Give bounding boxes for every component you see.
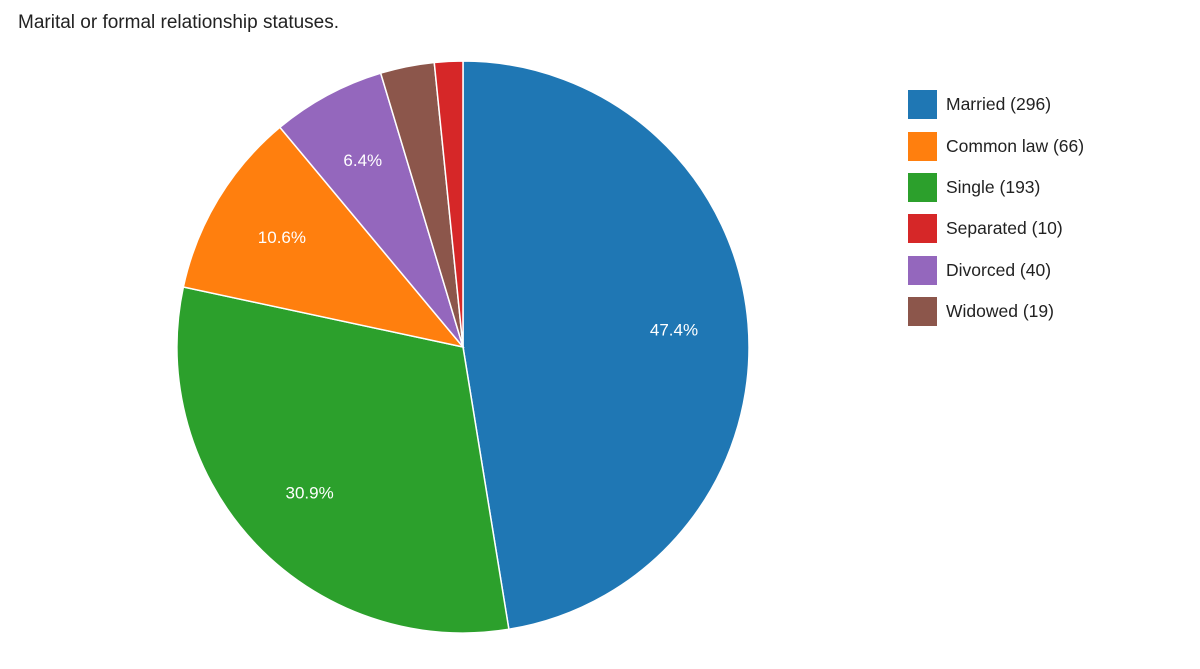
legend-swatch-common-law — [908, 131, 937, 161]
legend-label-divorced: Divorced (40) — [946, 259, 1052, 280]
data-label-divorced: 6.4% — [343, 151, 382, 170]
legend-item-divorced[interactable]: Divorced (40) — [908, 250, 1084, 291]
legend-item-common-law[interactable]: Common law (66) — [908, 125, 1084, 166]
data-label-married: 47.4% — [650, 321, 698, 340]
legend-label-common-law: Common law (66) — [946, 135, 1085, 156]
pie-slice-married[interactable] — [462, 60, 750, 631]
pie-slice-common-law[interactable] — [182, 126, 465, 349]
legend-label-married: Married (296) — [946, 94, 1052, 115]
legend-swatch-divorced — [908, 255, 937, 285]
legend-label-single: Single (193) — [946, 176, 1041, 197]
chart-legend: Married (296) Common law (66) Single (193)… — [908, 84, 1084, 332]
pie-slice-divorced[interactable] — [278, 72, 464, 348]
legend-item-married[interactable]: Married (296) — [908, 84, 1084, 125]
pie-slice-single[interactable] — [176, 286, 510, 634]
pie-slice-separated[interactable] — [433, 60, 464, 348]
chart-title: Marital or formal relationship statuses. — [18, 12, 340, 33]
legend-swatch-married — [908, 90, 937, 120]
legend-item-separated[interactable]: Separated (10) — [908, 208, 1084, 249]
data-label-common-law: 10.6% — [258, 228, 306, 247]
legend-label-widowed: Widowed (19) — [946, 301, 1054, 322]
legend-swatch-separated — [908, 214, 937, 244]
legend-label-separated: Separated (10) — [946, 218, 1063, 239]
legend-swatch-widowed — [908, 297, 937, 327]
legend-swatch-single — [908, 172, 937, 202]
data-label-single: 30.9% — [285, 483, 333, 502]
legend-item-single[interactable]: Single (193) — [908, 167, 1084, 208]
legend-item-widowed[interactable]: Widowed (19) — [908, 291, 1084, 332]
